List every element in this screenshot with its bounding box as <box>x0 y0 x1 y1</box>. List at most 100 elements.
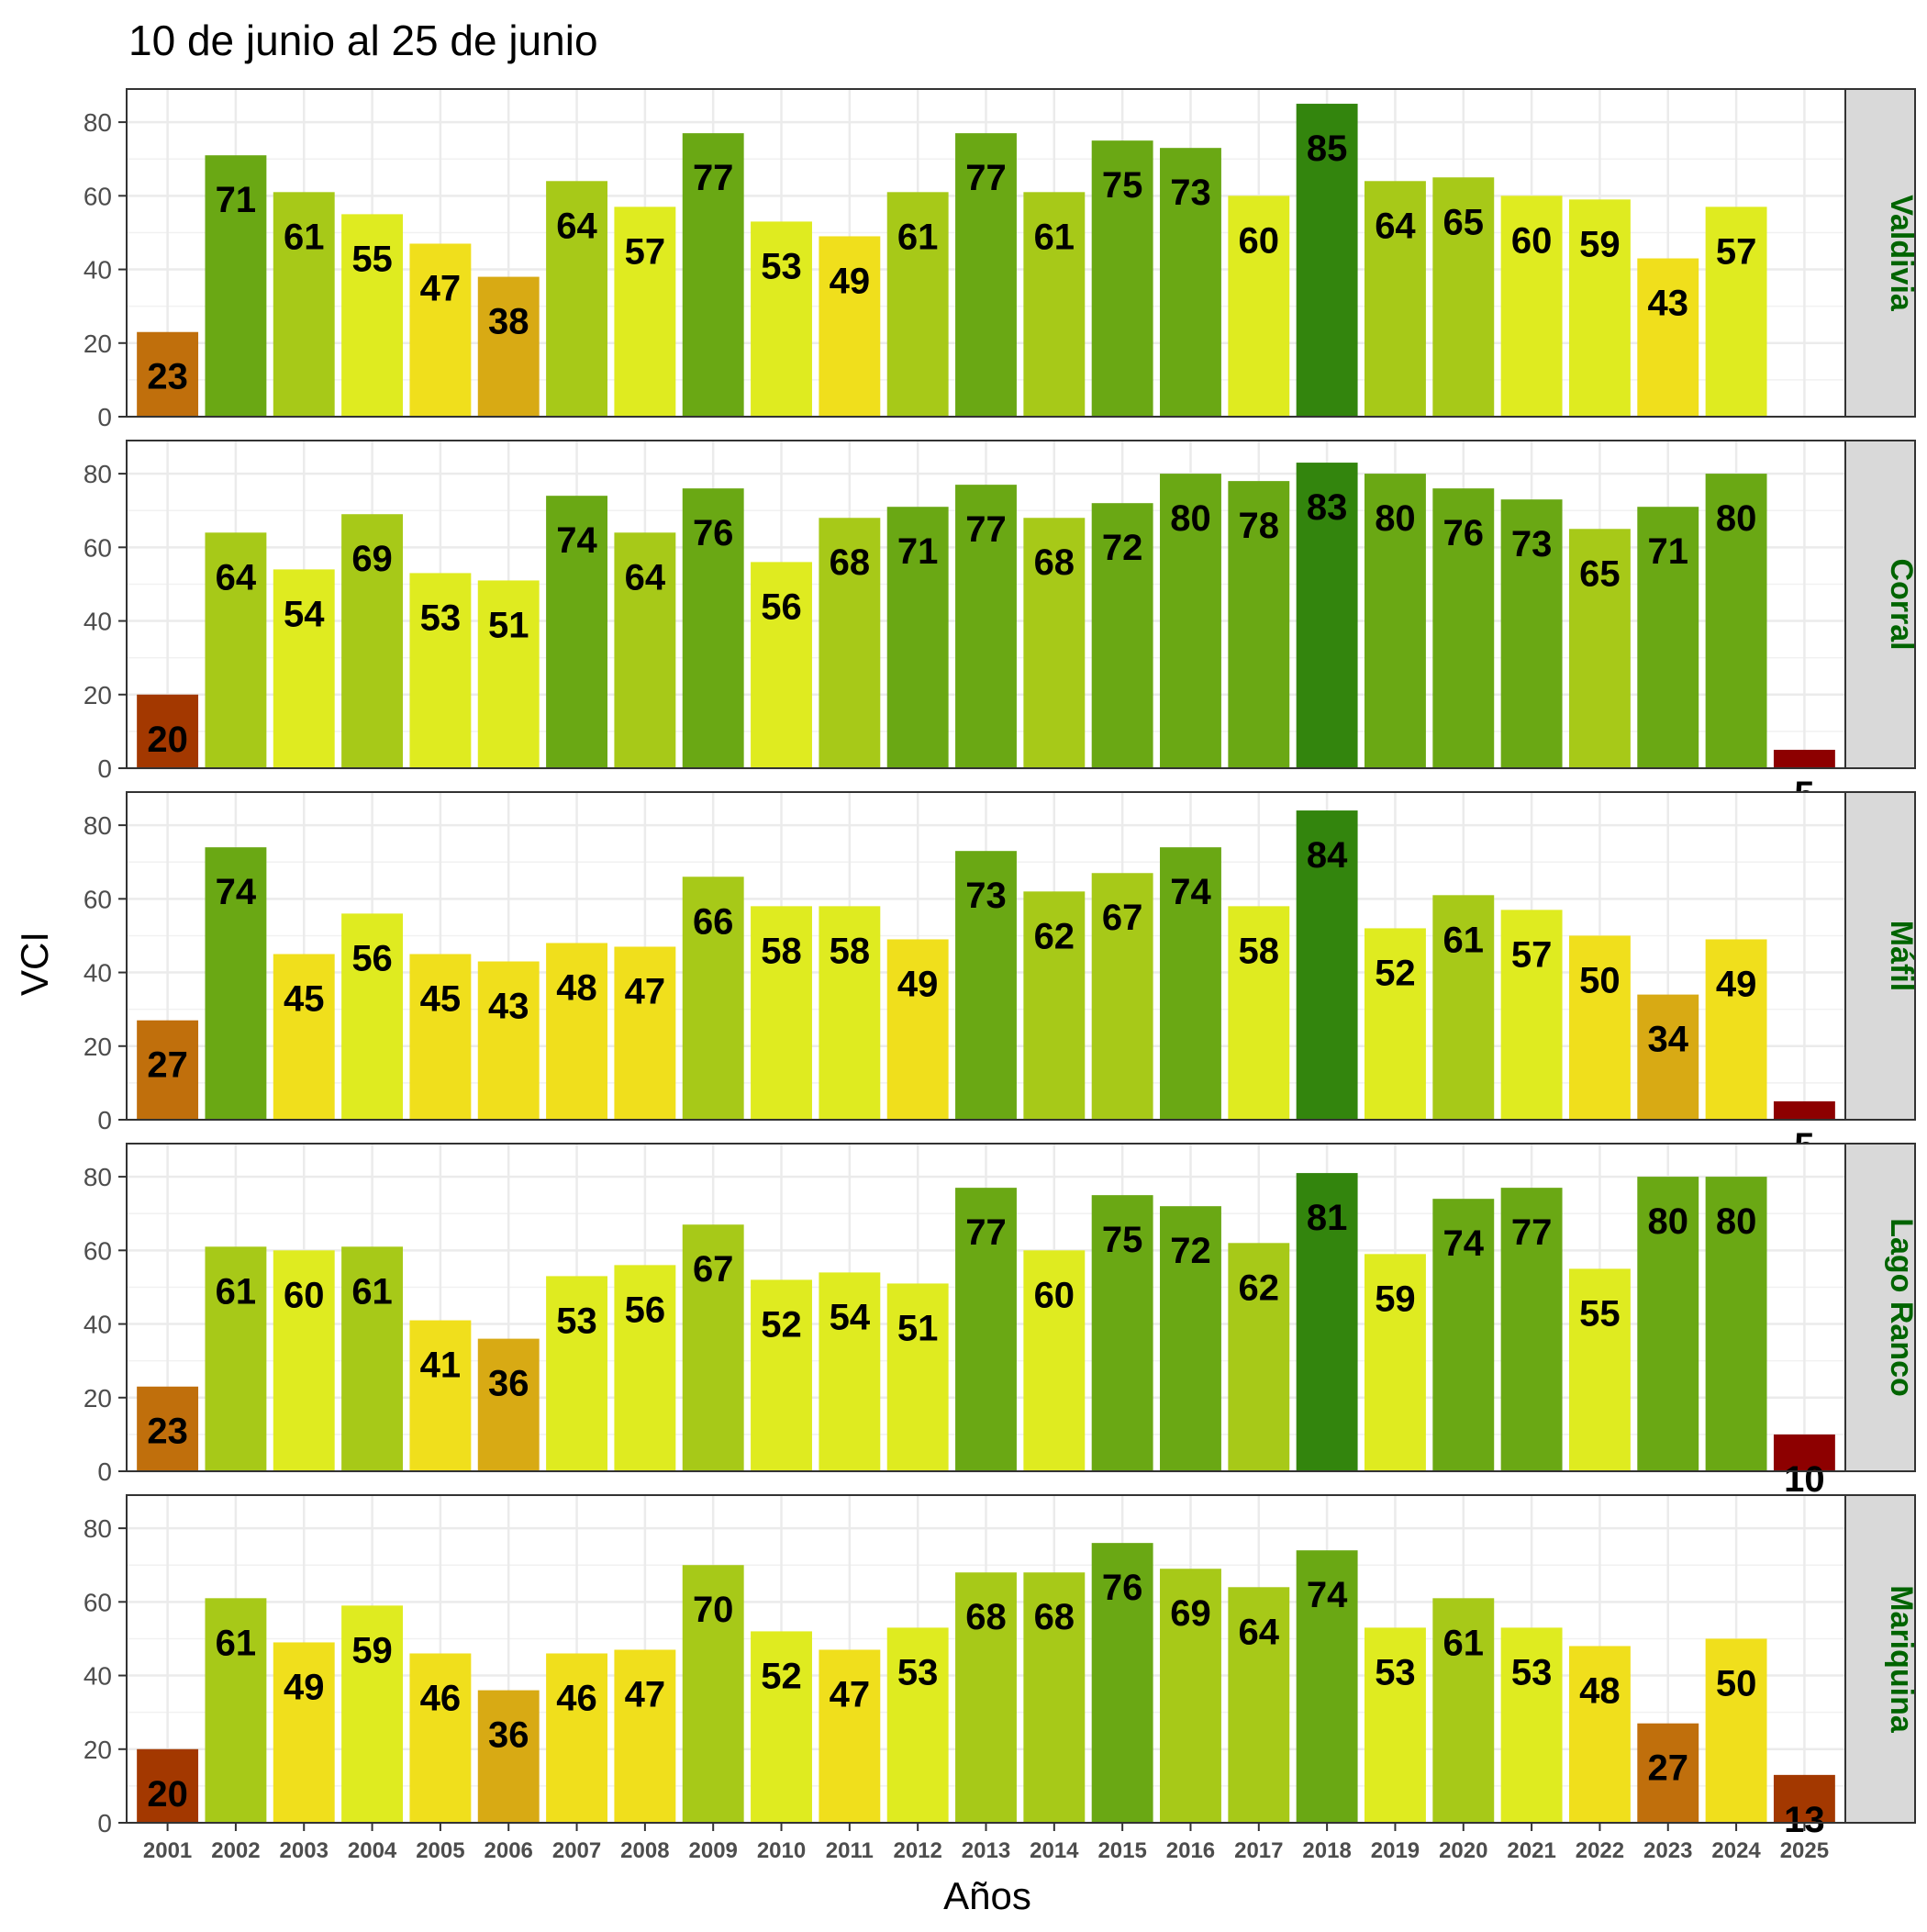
y-tick-label: 20 <box>84 1384 112 1413</box>
bar-value-label: 51 <box>897 1308 939 1348</box>
bar-2001 <box>137 1386 199 1471</box>
bar-value-label: 49 <box>830 261 871 301</box>
x-tick-label: 2024 <box>1711 1838 1761 1863</box>
bar-value-label: 13 <box>1784 1800 1825 1840</box>
bar-value-label: 61 <box>351 1271 393 1312</box>
facet-panel-valdivia: 0 20 40 60 80 23 71 61 55 47 38 64 57 77 53 49 61 77 61 75 7… <box>84 88 1919 482</box>
bar-value-label: 48 <box>556 967 597 1008</box>
bar-2019 <box>1364 181 1426 418</box>
bar-2002 <box>205 847 267 1120</box>
bar-2019 <box>1364 1627 1426 1823</box>
facet-strip <box>1844 440 1916 769</box>
x-tick-label: 2014 <box>1030 1838 1079 1863</box>
x-tick-label: 2009 <box>689 1838 738 1863</box>
bar-2022 <box>1568 935 1631 1120</box>
bar-value-label: 76 <box>1102 1568 1143 1608</box>
bar-value-label: 61 <box>284 217 325 257</box>
bar-value-label: 20 <box>147 1774 188 1815</box>
bar-2017 <box>1228 195 1290 417</box>
bar-value-label: 80 <box>1716 498 1757 539</box>
y-tick-label: 20 <box>84 681 112 709</box>
bar-2014 <box>1023 1572 1086 1823</box>
y-tick-label: 60 <box>84 1236 112 1265</box>
chart-title: 10 de junio al 25 de junio <box>128 17 598 64</box>
bar-2002 <box>205 155 267 417</box>
bar-2020 <box>1432 1199 1495 1471</box>
bar-value-label: 68 <box>965 1597 1007 1637</box>
bar-2018 <box>1296 1173 1358 1471</box>
bar-2006 <box>477 580 540 768</box>
bar-2014 <box>1023 891 1086 1120</box>
bar-value-label: 53 <box>897 1652 939 1692</box>
x-tick-label: 2005 <box>416 1838 464 1863</box>
facet-strip <box>1844 791 1916 1121</box>
bar-2022 <box>1568 199 1631 417</box>
bar-value-label: 72 <box>1170 1231 1211 1271</box>
x-tick-label: 2015 <box>1097 1838 1146 1863</box>
bar-value-label: 76 <box>1443 513 1485 553</box>
bar-2022 <box>1568 1268 1631 1471</box>
bar-2007 <box>546 943 607 1120</box>
bar-2008 <box>614 207 676 417</box>
x-axis-label: Años <box>943 1874 1031 1917</box>
bar-2021 <box>1500 1188 1563 1471</box>
bar-value-label: 53 <box>420 597 462 638</box>
bar-value-label: 61 <box>216 1623 257 1663</box>
bar-2012 <box>886 507 949 768</box>
bar-2017 <box>1228 481 1290 768</box>
x-tick-label: 2010 <box>757 1838 806 1863</box>
bar-value-label: 74 <box>1443 1223 1485 1264</box>
bar-2024 <box>1705 207 1767 417</box>
bar-value-label: 61 <box>1443 920 1485 960</box>
bar-value-label: 45 <box>284 978 325 1019</box>
bar-value-label: 52 <box>761 1304 802 1345</box>
bar-value-label: 58 <box>830 931 871 971</box>
x-tick-label: 2007 <box>552 1838 601 1863</box>
bar-2025 <box>1773 749 1835 768</box>
y-axis-label: VCI <box>13 932 56 996</box>
bar-2001 <box>137 331 199 417</box>
facet-strip-label: Corral <box>1884 558 1919 650</box>
y-tick-label: 0 <box>97 1106 112 1134</box>
bar-value-label: 53 <box>1375 1652 1416 1692</box>
panels: 0 20 40 60 80 23 71 61 55 47 38 64 57 77 53 49 61 77 61 75 7… <box>84 88 1919 1863</box>
bar-value-label: 64 <box>556 206 597 246</box>
bar-2015 <box>1091 1195 1153 1471</box>
bar-value-label: 56 <box>625 1290 666 1330</box>
x-tick-label: 2018 <box>1302 1838 1351 1863</box>
bar-value-label: 68 <box>830 542 871 583</box>
bar-2010 <box>751 1631 812 1823</box>
bar-2025 <box>1773 1100 1835 1120</box>
bar-2001 <box>137 694 199 768</box>
bar-2004 <box>341 1246 404 1471</box>
facet-panel-corral: 0 20 40 60 80 20 64 54 69 53 51 74 64 76 56 68 71 77 68 72 8… <box>84 440 1919 815</box>
bar-value-label: 52 <box>1375 953 1416 993</box>
bar-2020 <box>1432 1598 1495 1823</box>
x-tick-label: 2017 <box>1234 1838 1283 1863</box>
bar-2005 <box>409 243 472 417</box>
bar-2009 <box>682 133 744 417</box>
x-tick-label: 2003 <box>280 1838 329 1863</box>
bar-2014 <box>1023 518 1086 768</box>
bar-2007 <box>546 1276 607 1471</box>
bar-2021 <box>1500 499 1563 768</box>
y-tick-label: 0 <box>97 403 112 431</box>
bar-value-label: 43 <box>488 987 529 1027</box>
bar-2010 <box>751 906 812 1120</box>
x-tick-label: 2013 <box>962 1838 1010 1863</box>
bar-value-label: 55 <box>351 239 393 279</box>
bar-value-label: 47 <box>830 1674 871 1714</box>
bar-2018 <box>1296 1550 1358 1823</box>
bar-2006 <box>477 1338 540 1471</box>
bar-value-label: 47 <box>625 971 666 1011</box>
bar-value-label: 74 <box>1307 1575 1348 1615</box>
x-tick-label: 2001 <box>143 1838 192 1863</box>
bar-2016 <box>1160 148 1221 417</box>
x-tick-label: 2008 <box>620 1838 669 1863</box>
bar-2016 <box>1160 474 1221 768</box>
bar-value-label: 56 <box>761 586 802 627</box>
y-tick-label: 60 <box>84 1588 112 1616</box>
facet-strip-label: Valdivia <box>1884 195 1919 312</box>
bar-2009 <box>682 1565 744 1823</box>
